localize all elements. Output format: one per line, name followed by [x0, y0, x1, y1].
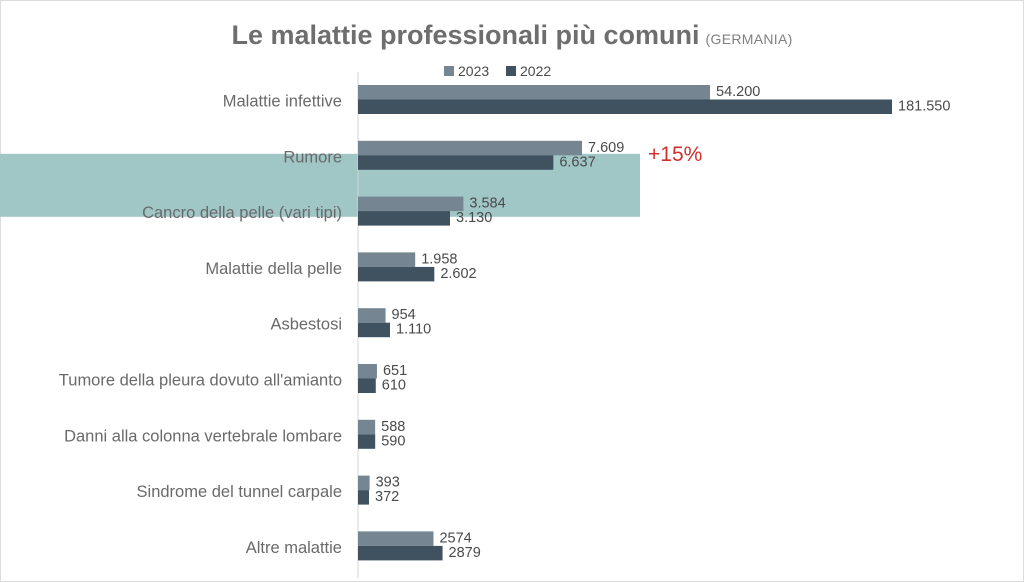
value-label-2023: 588: [381, 419, 405, 435]
bar-2023: [358, 419, 376, 435]
value-label-2023: 954: [392, 307, 416, 323]
legend-label-2022: 2022: [520, 63, 551, 79]
value-label-2022: 610: [382, 378, 406, 394]
category-label: Malattie della pelle: [205, 260, 342, 278]
category-label: Cancro della pelle (vari tipi): [142, 204, 342, 222]
category-label: Malattie infettive: [223, 93, 342, 111]
value-label-2022: 6.637: [559, 154, 595, 170]
bar-2022: [358, 378, 376, 393]
bar-2023: [358, 308, 386, 323]
value-label-2023: 3.584: [469, 196, 505, 212]
category-label: Altre malattie: [246, 539, 342, 557]
value-label-2022: 2879: [449, 545, 481, 561]
legend-swatch-2023: [444, 66, 454, 76]
bar-2023: [358, 196, 464, 212]
bar-2023: [358, 475, 370, 491]
bar-2023: [358, 140, 582, 156]
value-label-2023: 2574: [439, 530, 471, 546]
value-label-2023: 393: [376, 475, 400, 491]
bar-2022: [358, 322, 390, 338]
category-label: Tumore della pleura dovuto all'amianto: [59, 372, 342, 390]
legend-label-2023: 2023: [458, 63, 489, 79]
value-label-2022: 3.130: [456, 210, 492, 226]
value-label-2023: 54.200: [716, 84, 760, 100]
chart-title-block: Le malattie professionali più comuni (GER…: [0, 20, 1024, 51]
category-label: Rumore: [283, 148, 342, 166]
bar-2022: [358, 434, 376, 449]
bar-2022: [358, 211, 450, 226]
value-label-2022: 1.110: [396, 322, 431, 338]
legend-swatch-2022: [506, 66, 516, 76]
value-label-2022: 2.602: [440, 266, 476, 282]
value-label-2022: 181.550: [898, 99, 950, 115]
bar-2022: [358, 155, 554, 170]
bar-2023: [358, 252, 416, 267]
bar-2022: [358, 266, 435, 282]
value-label-2023: 7.609: [588, 140, 624, 156]
bar-2022: [358, 99, 892, 114]
bar-2023: [358, 364, 377, 379]
bar-2022: [358, 545, 443, 561]
chart-title: Le malattie professionali più comuni: [231, 20, 700, 50]
category-label: Sindrome del tunnel carpale: [137, 483, 342, 501]
value-label-2023: 651: [383, 363, 407, 379]
value-label-2022: 372: [375, 489, 399, 505]
bar-2023: [358, 531, 434, 546]
bar-2023: [358, 85, 710, 100]
value-label-2022: 590: [381, 433, 405, 449]
chart-subtitle: (GERMANIA): [705, 31, 793, 47]
value-label-2023: 1.958: [421, 251, 457, 267]
category-label: Danni alla colonna vertebrale lombare: [64, 427, 342, 445]
growth-callout: +15%: [648, 143, 702, 166]
category-label: Asbestosi: [270, 316, 342, 334]
bar-2022: [358, 490, 369, 505]
